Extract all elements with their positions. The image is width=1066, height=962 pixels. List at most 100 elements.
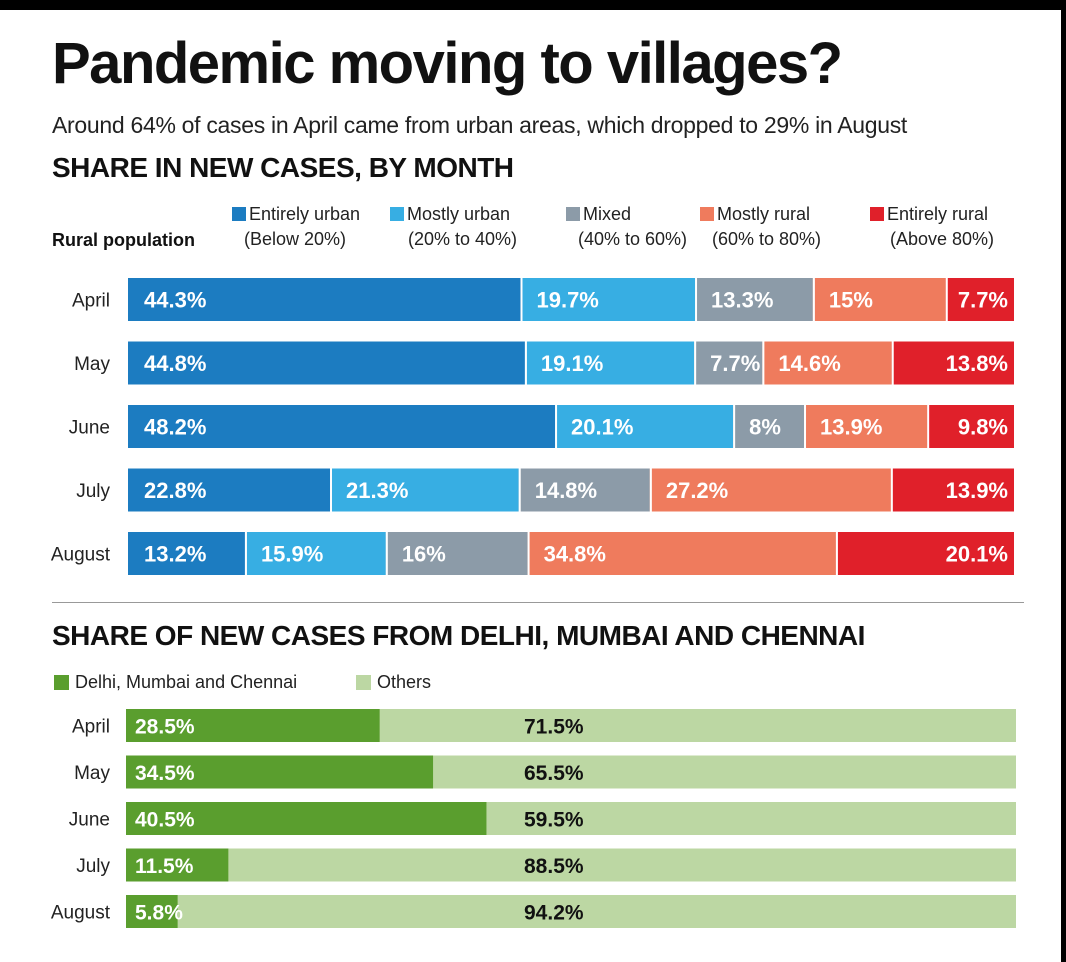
- segment-gap: [804, 405, 807, 448]
- metros-label: 40.5%: [135, 809, 195, 832]
- bar-segment: [890, 468, 1014, 512]
- segment-gap: [527, 532, 530, 575]
- bar-segment: [762, 341, 892, 385]
- others-label: 94.2%: [524, 902, 584, 925]
- month-label: July: [76, 481, 110, 502]
- segment-label: 19.7%: [536, 288, 598, 313]
- bar-metros: [126, 709, 380, 742]
- legend-range: (Below 20%): [244, 229, 347, 249]
- legend-entirely-rural: Entirely rural (Above 80%): [870, 202, 994, 252]
- bar-segment: [330, 468, 519, 512]
- segment-label: 44.3%: [144, 288, 206, 313]
- segment-label: 20.1%: [571, 415, 633, 440]
- segment-gap: [733, 405, 736, 448]
- legend-label: Others: [377, 672, 432, 692]
- bar-segment: [128, 405, 556, 448]
- chart2-title: SHARE OF NEW CASES FROM DELHI, MUMBAI AN…: [52, 620, 865, 651]
- metros-label: 11.5%: [135, 855, 194, 878]
- segment-label: 14.6%: [778, 351, 840, 376]
- legend-range: (60% to 80%): [712, 229, 822, 249]
- segment-gap: [649, 468, 652, 512]
- bar-segment: [835, 532, 1014, 575]
- bar-segment: [527, 532, 836, 575]
- segment-label: 21.3%: [346, 478, 408, 503]
- month-label: May: [74, 763, 110, 784]
- month-label: August: [51, 545, 111, 566]
- bar-others: [126, 895, 1016, 928]
- metros-label: 5.8%: [135, 902, 183, 925]
- legend-swatch: [870, 207, 884, 221]
- legend-label: Entirely urban: [249, 204, 361, 224]
- segment-label: 13.9%: [946, 478, 1008, 503]
- segment-label: 27.2%: [666, 478, 728, 503]
- segment-label: 15%: [829, 288, 873, 313]
- segment-gap: [835, 532, 838, 575]
- bar-segment: [520, 278, 696, 321]
- legend-swatch: [566, 207, 580, 221]
- legend-label: Mostly urban: [407, 204, 511, 224]
- month-label: June: [69, 810, 110, 831]
- bar-segment: [649, 468, 891, 512]
- segment-label: 48.2%: [144, 415, 206, 440]
- segment-gap: [518, 468, 521, 512]
- bar-segment: [695, 278, 813, 321]
- month-label: April: [72, 291, 110, 312]
- legend-mixed: Mixed (40% to 60%): [566, 202, 687, 252]
- segment-label: 19.1%: [541, 351, 603, 376]
- segment-gap: [244, 532, 247, 575]
- month-label: May: [74, 354, 110, 375]
- legend-mostly-rural: Mostly rural (60% to 80%): [700, 202, 821, 252]
- bar-segment: [524, 341, 695, 385]
- chart1-legend-title: Rural population: [52, 230, 195, 250]
- bar-segment: [555, 405, 734, 448]
- legend-others: Others: [356, 672, 431, 693]
- segment-label: 7.7%: [958, 288, 1008, 313]
- bar-others: [126, 848, 1016, 882]
- segment-label: 22.8%: [144, 478, 206, 503]
- bar-metros: [126, 848, 229, 882]
- others-label: 71.5%: [524, 716, 584, 739]
- metros-label: 28.5%: [135, 716, 195, 739]
- bar-metros: [126, 895, 178, 928]
- segment-label: 13.3%: [711, 288, 773, 313]
- page-subtitle: Around 64% of cases in April came from u…: [52, 112, 908, 138]
- bar-metros: [126, 802, 487, 835]
- bar-metros: [126, 755, 434, 789]
- segment-gap: [520, 278, 523, 321]
- segment-label: 16%: [402, 542, 446, 567]
- legend-swatch: [356, 675, 371, 690]
- segment-label: 13.9%: [820, 415, 882, 440]
- segment-label: 13.8%: [946, 351, 1008, 376]
- section-divider: [52, 602, 1024, 603]
- segment-gap: [890, 468, 893, 512]
- bar-segment: [891, 341, 1014, 385]
- page-title: Pandemic moving to villages?: [52, 31, 843, 96]
- month-label: July: [76, 856, 110, 877]
- bar-segment: [927, 405, 1014, 448]
- others-label: 59.5%: [524, 809, 584, 832]
- segment-label: 34.8%: [544, 542, 606, 567]
- segment-gap: [385, 532, 388, 575]
- segment-label: 8%: [749, 415, 781, 440]
- legend-swatch: [54, 675, 69, 690]
- legend-metros: Delhi, Mumbai and Chennai: [54, 672, 297, 693]
- bar-segment: [128, 532, 245, 575]
- legend-entirely-urban: Entirely urban (Below 20%): [232, 202, 360, 252]
- month-label: April: [72, 717, 110, 738]
- bar-segment: [128, 468, 331, 512]
- segment-gap: [927, 405, 930, 448]
- segment-gap: [330, 468, 333, 512]
- bar-segment: [128, 341, 525, 385]
- legend-label: Mostly rural: [717, 204, 811, 224]
- chart1-title: SHARE IN NEW CASES, BY MONTH: [52, 152, 514, 183]
- legend-range: (20% to 40%): [408, 229, 518, 249]
- segment-gap: [555, 405, 558, 448]
- segment-gap: [762, 341, 765, 385]
- bar-segment: [812, 278, 946, 321]
- segment-label: 9.8%: [958, 415, 1008, 440]
- month-label: August: [51, 903, 111, 924]
- segment-gap: [812, 278, 815, 321]
